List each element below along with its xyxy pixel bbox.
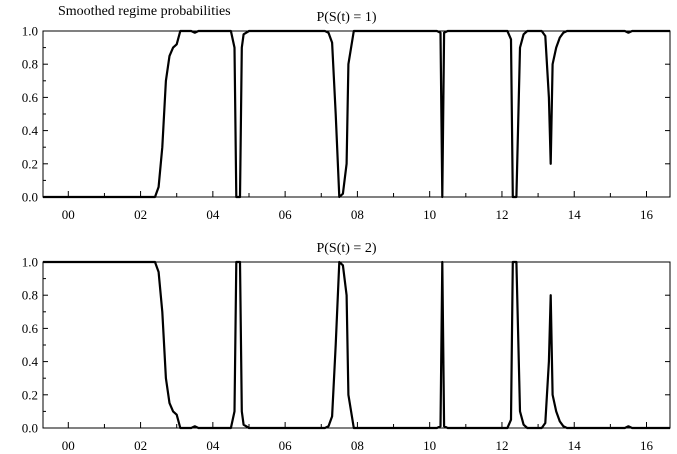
x-tick-label: 16 <box>640 438 654 453</box>
series-line <box>43 29 670 199</box>
x-tick-label: 02 <box>134 438 147 453</box>
x-tick-label: 14 <box>568 207 582 222</box>
plot-frame <box>42 30 671 198</box>
panel-title: P(S(t) = 1) <box>316 10 376 25</box>
series-line <box>43 260 670 430</box>
panel-regime-1: P(S(t) = 1) 0.0 0.2 0.4 0.6 0.8 1.0 00 02 04 06 08 1… <box>22 10 671 222</box>
y-tick-label: 0.0 <box>22 421 38 436</box>
panel-title: P(S(t) = 2) <box>316 241 376 256</box>
y-tick-label: 0.2 <box>22 387 38 402</box>
x-tick-label: 04 <box>206 207 220 222</box>
y-tick-label: 0.0 <box>22 190 38 205</box>
x-tick-label: 16 <box>640 207 654 222</box>
x-tick-label: 10 <box>423 207 436 222</box>
x-tick-label: 04 <box>206 438 220 453</box>
y-tick-label: 0.8 <box>22 288 38 303</box>
y-tick-label: 0.4 <box>22 354 39 369</box>
y-tick-label: 0.6 <box>22 321 39 336</box>
x-tick-label: 02 <box>134 207 147 222</box>
y-tick-label: 0.2 <box>22 156 38 171</box>
figure-title: Smoothed regime probabilities <box>58 4 231 19</box>
x-tick-label: 08 <box>351 207 364 222</box>
x-tick-label: 06 <box>279 438 293 453</box>
x-tick-label: 14 <box>568 438 582 453</box>
x-tick-label: 00 <box>62 438 75 453</box>
x-tick-label: 08 <box>351 438 364 453</box>
x-tick-label: 06 <box>279 207 293 222</box>
panel-regime-2: P(S(t) = 2) 0.0 0.2 0.4 0.6 0.8 1.0 00 02 04 06 08 1… <box>22 241 671 453</box>
y-tick-label: 0.4 <box>22 123 39 138</box>
plot-frame <box>42 261 671 429</box>
x-tick-label: 12 <box>495 207 508 222</box>
x-tick-label: 10 <box>423 438 436 453</box>
y-tick-label: 0.8 <box>22 57 38 72</box>
y-tick-label: 0.6 <box>22 90 39 105</box>
y-tick-label: 1.0 <box>22 255 38 270</box>
x-tick-label: 00 <box>62 207 75 222</box>
x-tick-label: 12 <box>495 438 508 453</box>
y-tick-label: 1.0 <box>22 24 38 39</box>
